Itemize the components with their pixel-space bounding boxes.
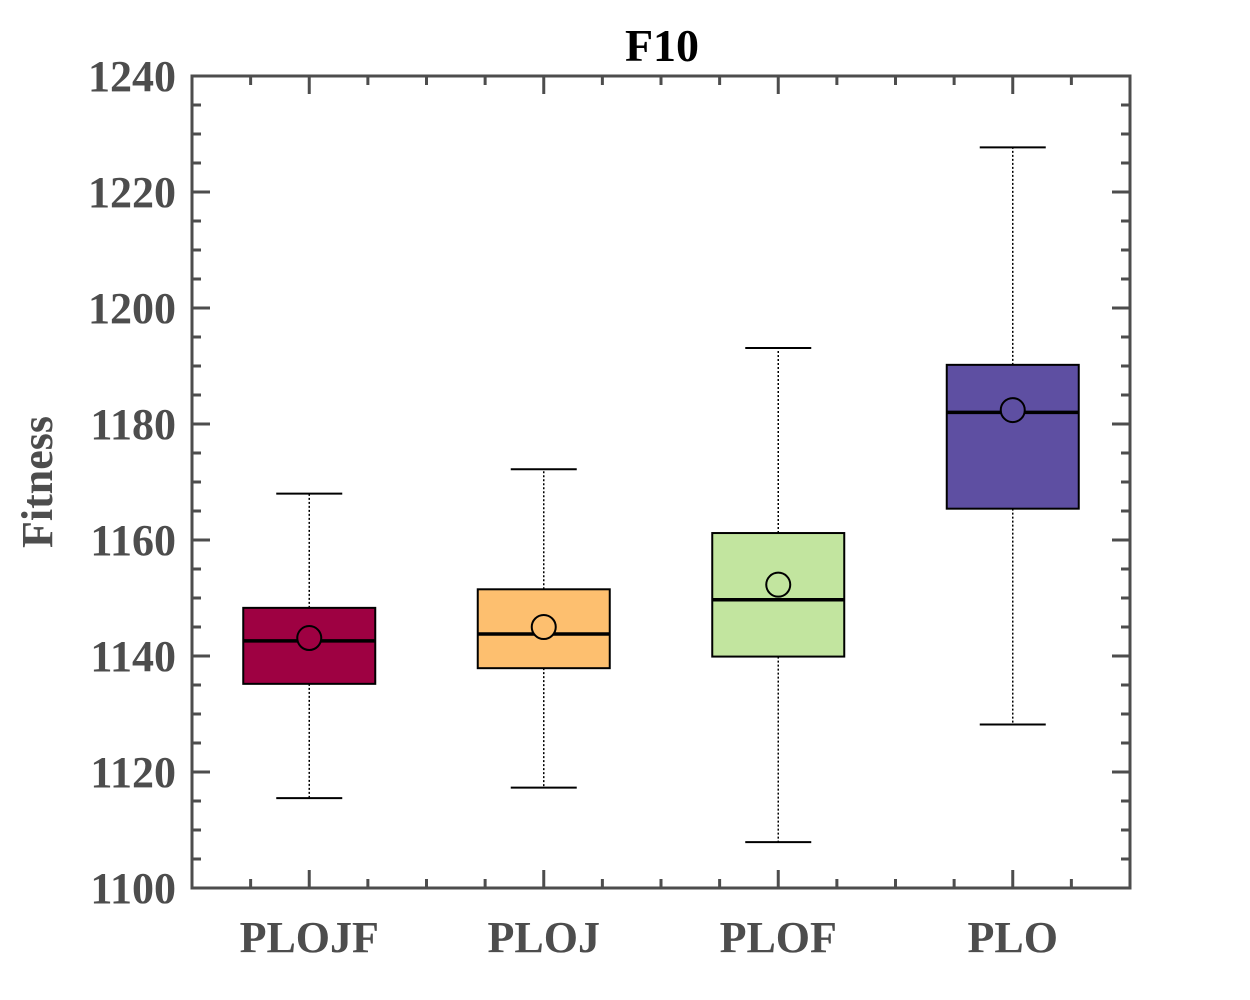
plot-area: 1100 1120 1140 1160 1180 1200 1220 1240 PLOJF PLO…	[88, 52, 1132, 962]
x-tick-label: PLOF	[720, 913, 837, 962]
box-ploj	[476, 588, 611, 670]
y-axis-title: Fitness	[13, 416, 62, 548]
y-tick-label: 1160	[90, 516, 176, 565]
mean-marker	[296, 625, 323, 652]
y-tick-label: 1200	[88, 284, 176, 333]
x-tick-label: PLOJF	[240, 913, 379, 962]
mean-marker	[530, 614, 557, 640]
x-tick-label: PLOJ	[488, 913, 600, 962]
y-tick-label: 1240	[88, 52, 176, 101]
y-tick-label: 1140	[90, 632, 176, 681]
mean-marker	[765, 571, 792, 598]
y-tick-label: 1120	[90, 748, 176, 797]
box-plo	[945, 363, 1080, 510]
y-tick-label: 1180	[90, 400, 176, 449]
x-tick-label: PLO	[968, 913, 1058, 962]
y-tick-label: 1100	[90, 864, 176, 913]
chart-title: F10	[625, 20, 699, 71]
y-tick-label: 1220	[88, 168, 176, 217]
mean-marker	[999, 397, 1026, 424]
